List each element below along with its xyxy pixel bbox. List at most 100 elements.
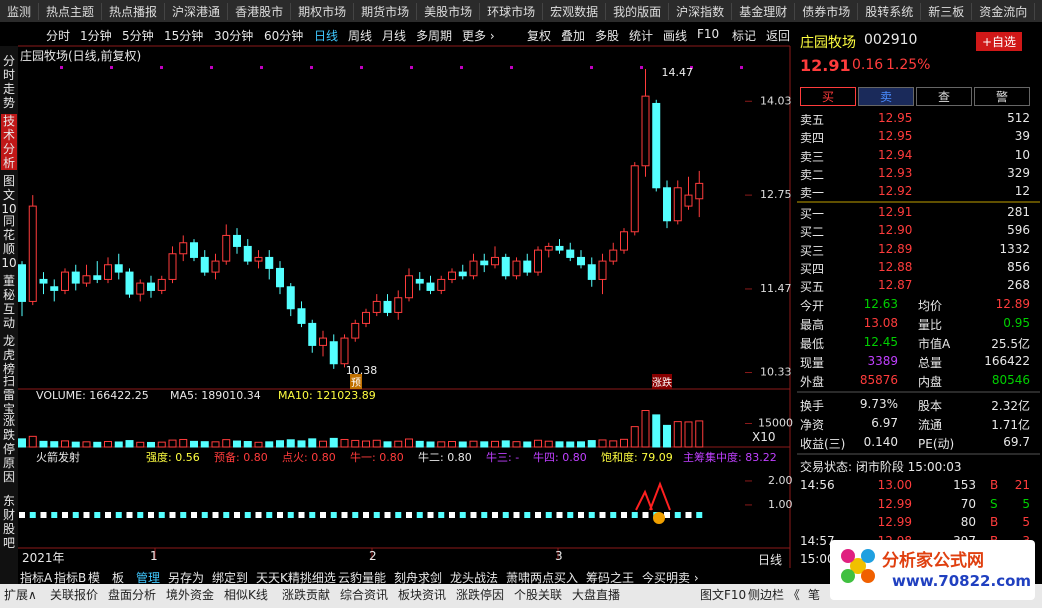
indicator-tab[interactable]: 模 [88, 571, 101, 585]
menu-item[interactable]: 股转系统 [858, 2, 922, 20]
signal-square [320, 512, 326, 518]
menu-item[interactable]: 期货市场 [354, 2, 418, 20]
side-tab[interactable]: 涨跌停原因 [2, 414, 15, 484]
volume-bar [61, 440, 69, 448]
info-tab[interactable]: 相似K线 [224, 588, 268, 602]
book-volume: 10 [1014, 147, 1030, 162]
info-tab[interactable]: 关联报价 [50, 588, 99, 602]
signal-dot [310, 66, 313, 69]
indicator-tab[interactable]: 另存为 [168, 571, 205, 585]
menu-item[interactable]: 美股市场 [417, 2, 481, 20]
menu-item[interactable]: 监测 [0, 2, 40, 20]
info-tab[interactable]: 笔 [808, 588, 821, 602]
period-tab[interactable]: 15分钟 [164, 29, 204, 43]
tick-flag: B [990, 515, 999, 530]
trade-button[interactable]: 警 [974, 87, 1030, 106]
stat-value: 2.32亿 [991, 399, 1030, 413]
period-tab[interactable]: 分时 [46, 29, 71, 43]
info-tab[interactable]: 扩展∧ [4, 588, 37, 602]
indicator-tab[interactable]: 龙头战法 [450, 571, 499, 585]
info-tab[interactable]: 侧边栏 《 [748, 588, 800, 602]
trade-button[interactable]: 买 [800, 87, 856, 106]
menu-item[interactable]: 沪深指数 [669, 2, 733, 20]
menu-item[interactable]: 热点主题 [39, 2, 103, 20]
indicator-tab[interactable]: 指标B [54, 571, 87, 585]
indicator-tab[interactable]: 云豹量能 [338, 571, 387, 585]
trade-button[interactable]: 卖 [858, 87, 914, 106]
info-tab[interactable]: 大盘直播 [572, 588, 621, 602]
side-tab[interactable]: 技术分析 [1, 114, 17, 170]
period-tab[interactable]: 60分钟 [264, 29, 304, 43]
info-tab[interactable]: 涨跌停因 [456, 588, 505, 602]
info-tab[interactable]: 盘面分析 [108, 588, 157, 602]
rocket-dot [653, 512, 665, 524]
indicator-tab[interactable]: 指标A [20, 571, 53, 585]
signal-square [191, 512, 197, 518]
info-tab[interactable]: 图文F10 [700, 588, 747, 602]
candle-body [243, 245, 252, 262]
menu-item[interactable]: 新三板 [921, 2, 973, 20]
trade-button[interactable]: 查 [916, 87, 972, 106]
indicator-tab[interactable]: 板 [112, 571, 125, 585]
menu-item[interactable]: 沪深港通 [165, 2, 229, 20]
period-tab[interactable]: 30分钟 [214, 29, 254, 43]
tool-button[interactable]: 标记 [732, 29, 757, 43]
tool-button[interactable]: 多股 [595, 29, 620, 43]
side-tab[interactable]: 分时走势 [2, 54, 15, 110]
tool-button[interactable]: 统计 [629, 29, 654, 43]
volume-bar [394, 440, 403, 448]
candle-body [394, 297, 403, 313]
tool-button[interactable]: 复权 [527, 29, 552, 43]
indicator-tab[interactable]: 今买明卖 › [642, 571, 699, 585]
signal-square [105, 512, 111, 518]
menu-item[interactable]: 资金流向 [972, 2, 1036, 20]
menu-item[interactable]: 债券市场 [795, 2, 859, 20]
indicator-tab[interactable]: 筹码之王 [586, 571, 635, 585]
info-tab[interactable]: 境外资金 [166, 588, 215, 602]
menu-item[interactable]: 我的版面 [606, 2, 670, 20]
period-tab[interactable]: 1分钟 [80, 29, 112, 43]
book-price: 12.95 [878, 129, 913, 144]
stat-value: 80546 [991, 373, 1030, 387]
side-tab[interactable]: 图文10 [1, 174, 17, 216]
book-label: 买三 [800, 243, 825, 258]
menu-item[interactable]: 香港股市 [228, 2, 292, 20]
period-tab[interactable]: 更多 › [462, 29, 495, 43]
tool-button[interactable]: 叠加 [561, 29, 586, 43]
menu-item[interactable]: 宏观数据 [543, 2, 607, 20]
tool-button[interactable]: 画线 [663, 29, 688, 43]
menu-item[interactable]: 热点播报 [102, 2, 166, 20]
signal-square [373, 512, 380, 518]
side-tab[interactable]: 董秘互动 [2, 274, 15, 330]
period-tab[interactable]: 多周期 [416, 29, 453, 43]
period-tab[interactable]: 月线 [382, 29, 407, 43]
side-tab[interactable]: 扫雷宝 [2, 374, 15, 416]
indicator-tab[interactable]: 管理 [136, 571, 161, 585]
info-tab[interactable]: 涨跌贡献 [282, 588, 331, 602]
signal-square [363, 512, 369, 518]
period-tab[interactable]: 5分钟 [122, 29, 154, 43]
indicator-tab[interactable]: 绑定到 [212, 571, 249, 585]
menu-item[interactable]: 期权市场 [291, 2, 355, 20]
indicator-tab[interactable]: 萧啸两点买入 [506, 571, 579, 585]
period-tab[interactable]: 日线 [314, 29, 339, 43]
tool-button[interactable]: 返回 [766, 29, 791, 43]
indicator-tab[interactable]: 刻舟求剑 [394, 571, 443, 585]
tool-button[interactable]: F10 [697, 27, 720, 41]
info-tab[interactable]: 综合资讯 [340, 588, 389, 602]
side-tab[interactable]: 龙虎榜 [2, 334, 15, 376]
volume-bar [254, 441, 263, 448]
info-tab[interactable]: 板块资讯 [398, 588, 447, 602]
indicator-tab[interactable]: 天天K精挑细选 [256, 571, 336, 585]
add-watch[interactable]: +自选 [976, 32, 1023, 51]
side-tab[interactable]: 东财股吧 [2, 494, 15, 550]
menu-item[interactable]: 基金理财 [732, 2, 796, 20]
indicator-item: 点火: 0.80 [282, 451, 336, 464]
period-tab[interactable]: 周线 [348, 29, 373, 43]
menu-item[interactable]: 环球市场 [480, 2, 544, 20]
side-tab[interactable]: 同花顺10 [1, 214, 17, 270]
signal-square [674, 512, 681, 518]
indicator-item: 牛三: - [486, 451, 520, 464]
candle-body [448, 271, 456, 280]
info-tab[interactable]: 个股关联 [514, 588, 563, 602]
